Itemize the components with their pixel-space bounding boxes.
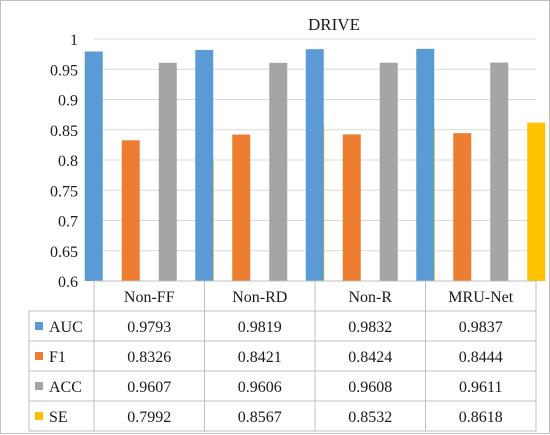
table-cell: 0.8532 (348, 409, 392, 426)
y-tick-label: 1 (70, 32, 78, 49)
table-cell: 0.9819 (238, 319, 282, 336)
y-tick-label: 0.9 (58, 93, 78, 110)
bar-auc-mru-net (416, 48, 435, 282)
bar-acc-non-r (379, 62, 398, 281)
data-table: Non-FF Non-RD Non-R MRU-Net AUC 0.9793 0.9819 0… (28, 280, 537, 432)
y-axis-ticks: 1 0.95 0.9 0.85 0.8 0.75 0.7 0.65 0.6 (50, 32, 78, 291)
legend-label: F1 (49, 349, 66, 366)
y-tick-label: 0.85 (50, 123, 78, 140)
y-tick-label: 0.65 (50, 244, 78, 261)
y-tick-label: 0.6 (58, 274, 78, 291)
category-label: MRU-Net (448, 289, 513, 306)
y-tick-label: 0.75 (50, 183, 78, 200)
bar-acc-mru-net (490, 62, 509, 281)
table-cell: 0.9607 (127, 379, 171, 396)
table-cell: 0.8424 (348, 349, 392, 366)
bar-se-mru-net (527, 122, 546, 282)
category-label: Non-FF (124, 289, 175, 306)
chart-title: DRIVE (308, 15, 360, 34)
table-cell: 0.8421 (238, 349, 282, 366)
legend-key-f1 (35, 352, 43, 360)
table-cell: 0.9837 (459, 319, 503, 336)
bar-acc-non-ff (158, 62, 177, 281)
category-label: Non-RD (232, 289, 287, 306)
category-label: Non-R (348, 289, 392, 306)
table-cell: 0.8618 (459, 409, 503, 426)
legend-key-auc (35, 322, 43, 330)
table-cell: 0.8567 (238, 409, 282, 426)
y-tick-label: 0.8 (58, 153, 78, 170)
table-cell: 0.9606 (238, 379, 282, 396)
legend-label: SE (49, 409, 68, 426)
bar-f1-non-r (342, 134, 361, 281)
bar-acc-non-rd (269, 62, 288, 281)
legend-key-acc (35, 382, 43, 390)
bar-f1-non-ff (121, 140, 140, 281)
y-tick-label: 0.7 (58, 214, 78, 231)
table-cell: 0.8326 (127, 349, 171, 366)
table-cell: 0.9611 (459, 379, 502, 396)
bar-auc-non-ff (84, 51, 103, 281)
table-cell: 0.7992 (127, 409, 171, 426)
legend-key-se (35, 412, 43, 420)
bar-auc-non-rd (195, 49, 214, 281)
table-cell: 0.8444 (459, 349, 503, 366)
bar-f1-mru-net (453, 133, 472, 281)
y-tick-label: 0.95 (50, 62, 78, 79)
bar-f1-non-rd (232, 134, 251, 281)
bar-auc-non-r (305, 49, 324, 281)
table-cell: 0.9793 (127, 319, 171, 336)
legend-label: AUC (49, 319, 83, 336)
table-cell: 0.9608 (348, 379, 392, 396)
table-cell: 0.9832 (348, 319, 392, 336)
legend-label: ACC (49, 379, 82, 396)
bars (84, 48, 546, 282)
